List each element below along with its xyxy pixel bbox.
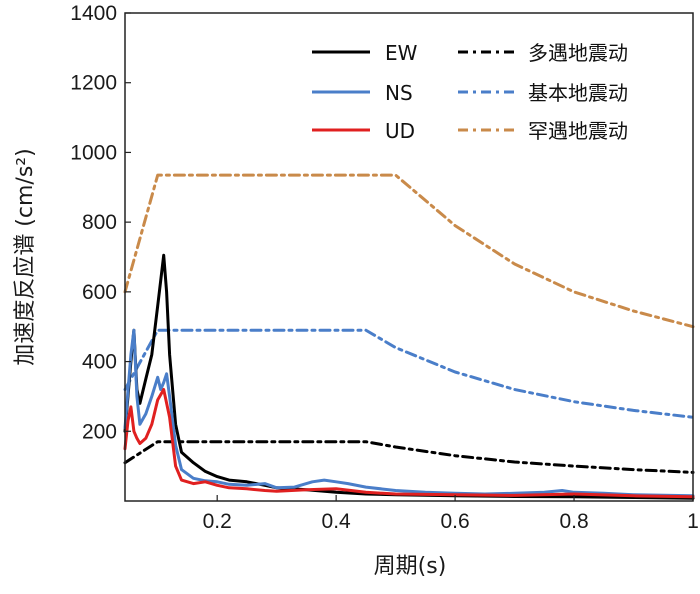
legend-label-3: 多遇地震动 — [528, 41, 628, 65]
plot-area-frame — [124, 12, 694, 502]
y-tick-label: 600 — [82, 281, 117, 304]
series-line-0 — [123, 253, 695, 500]
y-tick-label: 1000 — [70, 141, 117, 164]
series-line-5 — [123, 173, 695, 329]
x-tick-label: 0.8 — [559, 510, 588, 533]
series-line-2 — [123, 388, 695, 499]
y-tick-label: 1200 — [70, 72, 117, 95]
series-line-1 — [123, 328, 695, 498]
y-tick-label: 400 — [82, 351, 117, 374]
y-tick-label: 800 — [82, 211, 117, 234]
legend-label-2: UD — [385, 119, 415, 143]
y-tick-label: 200 — [82, 420, 117, 443]
y-axis-ticks: 200 400 600 800 1000 1200 1400 — [70, 2, 131, 443]
y-tick-label: 1400 — [70, 2, 117, 25]
x-tick-label: 0.6 — [440, 510, 469, 533]
x-axis-label: 周期(s) — [374, 554, 447, 579]
legend-label-0: EW — [385, 41, 418, 65]
y-axis-label: 加速度反应谱 (cm/s²) — [13, 148, 38, 365]
legend-label-5: 罕遇地震动 — [528, 119, 628, 143]
x-tick-label: 0.2 — [203, 510, 232, 533]
x-axis-ticks: 0.2 0.4 0.6 0.8 1 — [203, 495, 699, 533]
series-line-4 — [123, 328, 695, 419]
series-line-3 — [123, 440, 695, 474]
plot-lines — [123, 173, 695, 500]
legend-label-4: 基本地震动 — [528, 81, 628, 105]
x-tick-label: 1 — [687, 510, 699, 533]
legend-label-1: NS — [385, 81, 413, 105]
x-tick-label: 0.4 — [322, 510, 352, 533]
